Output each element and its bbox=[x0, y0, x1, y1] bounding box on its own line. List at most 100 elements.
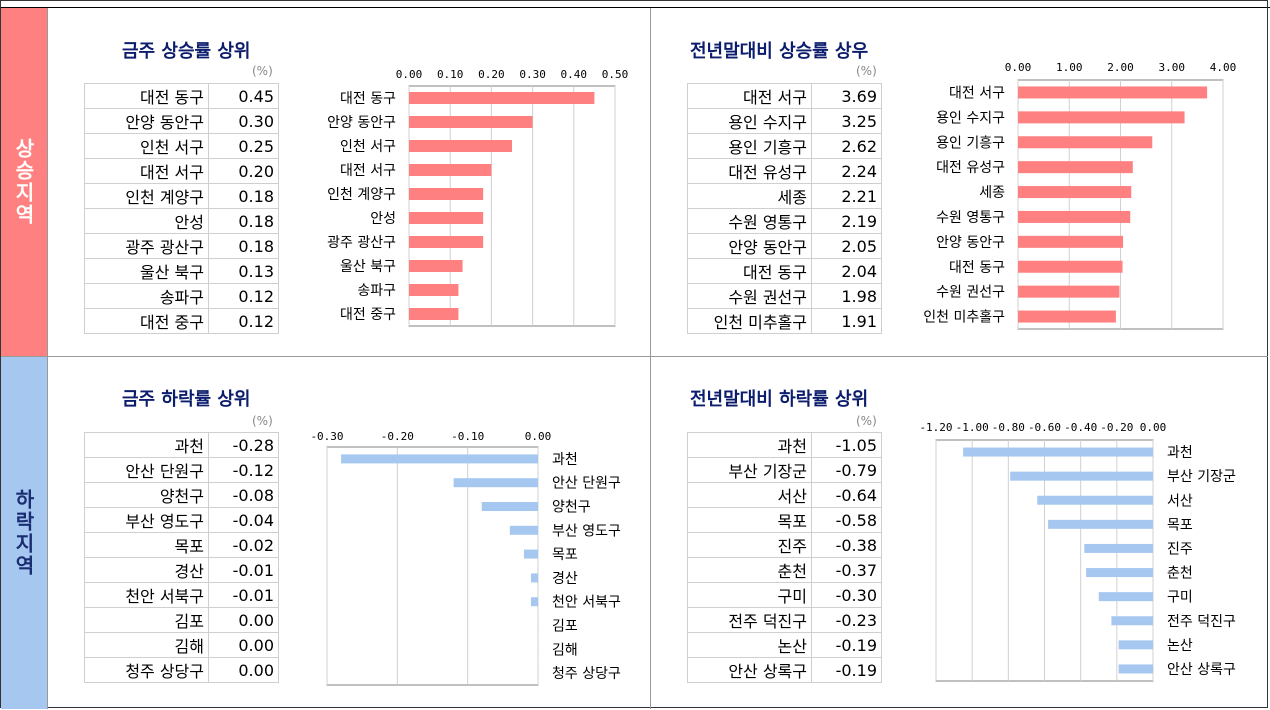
region-name-cell: 대전 중구 bbox=[84, 308, 209, 334]
table-row: 전주 덕진구 -0.23 bbox=[687, 607, 882, 633]
rate-value-cell: 0.25 bbox=[208, 133, 279, 159]
table-row: 대전 유성구 2.24 bbox=[687, 158, 882, 184]
region-name-cell: 안양 동안구 bbox=[84, 108, 209, 134]
rate-value-cell: -0.01 bbox=[208, 557, 279, 583]
rate-value-cell: 0.20 bbox=[208, 158, 279, 184]
region-name-cell: 진주 bbox=[687, 532, 812, 558]
rate-value-cell: 0.18 bbox=[208, 183, 279, 209]
top-strip bbox=[0, 0, 1270, 8]
region-name-cell: 서산 bbox=[687, 482, 812, 508]
table-row: 구미 -0.30 bbox=[687, 582, 882, 608]
table-row: 대전 서구 0.20 bbox=[84, 158, 279, 184]
rate-value-cell: -0.02 bbox=[208, 532, 279, 558]
rate-value-cell: 0.30 bbox=[208, 108, 279, 134]
table-row: 수원 영통구 2.19 bbox=[687, 208, 882, 234]
weekly-rise-table: 대전 동구 0.45 안양 동안구 0.30 인천 서구 0.25 대전 서구 0.20 인천 … bbox=[84, 83, 279, 334]
region-name-cell: 안양 동안구 bbox=[687, 233, 812, 259]
rise-section-label: 상승지역 bbox=[1, 8, 47, 356]
table-row: 양천구 -0.08 bbox=[84, 482, 279, 508]
rate-value-cell: -0.08 bbox=[208, 482, 279, 508]
rate-value-cell: 2.19 bbox=[811, 208, 882, 234]
region-name-cell: 인천 미추홀구 bbox=[687, 308, 812, 334]
region-name-cell: 대전 서구 bbox=[687, 83, 812, 109]
region-name-cell: 광주 광산구 bbox=[84, 233, 209, 259]
ytd-rise-title: 전년말대비 상승률 상우 bbox=[690, 41, 869, 62]
panel-divider-vertical bbox=[650, 8, 651, 709]
rate-value-cell: 2.05 bbox=[811, 233, 882, 259]
rate-value-cell: 0.18 bbox=[208, 208, 279, 234]
rate-value-cell: 0.12 bbox=[208, 308, 279, 334]
table-row: 청주 상당구 0.00 bbox=[84, 657, 279, 683]
rate-value-cell: -0.38 bbox=[811, 532, 882, 558]
ytd-fall-unit: (%) bbox=[856, 414, 877, 428]
region-name-cell: 과천 bbox=[84, 432, 209, 458]
region-name-cell: 목포 bbox=[687, 507, 812, 533]
table-row: 인천 계양구 0.18 bbox=[84, 183, 279, 209]
region-name-cell: 인천 서구 bbox=[84, 133, 209, 159]
rate-value-cell: 2.04 bbox=[811, 258, 882, 284]
region-name-cell: 인천 계양구 bbox=[84, 183, 209, 209]
rate-value-cell: -0.30 bbox=[811, 582, 882, 608]
region-name-cell: 목포 bbox=[84, 532, 209, 558]
region-name-cell: 수원 영통구 bbox=[687, 208, 812, 234]
table-row: 울산 북구 0.13 bbox=[84, 258, 279, 284]
region-name-cell: 용인 기흥구 bbox=[687, 133, 812, 159]
fall-section-text: 하락지역 bbox=[11, 489, 36, 577]
table-row: 과천 -1.05 bbox=[687, 432, 882, 458]
table-row: 인천 미추홀구 1.91 bbox=[687, 308, 882, 334]
table-row: 김해 0.00 bbox=[84, 632, 279, 658]
region-name-cell: 대전 동구 bbox=[687, 258, 812, 284]
table-row: 안양 동안구 2.05 bbox=[687, 233, 882, 259]
ytd-fall-table: 과천 -1.05 부산 기장군 -0.79 서산 -0.64 목포 -0.58 진주 -0.38 춘… bbox=[687, 432, 882, 683]
table-row: 부산 기장군 -0.79 bbox=[687, 457, 882, 483]
table-row: 논산 -0.19 bbox=[687, 632, 882, 658]
rate-value-cell: 0.00 bbox=[208, 632, 279, 658]
rate-value-cell: 2.24 bbox=[811, 158, 882, 184]
region-name-cell: 세종 bbox=[687, 183, 812, 209]
weekly-rise-unit: (%) bbox=[252, 64, 273, 78]
table-row: 경산 -0.01 bbox=[84, 557, 279, 583]
table-row: 대전 동구 0.45 bbox=[84, 83, 279, 109]
region-name-cell: 안산 단원구 bbox=[84, 457, 209, 483]
region-name-cell: 송파구 bbox=[84, 283, 209, 309]
section-divider-left bbox=[47, 8, 48, 709]
table-row: 서산 -0.64 bbox=[687, 482, 882, 508]
rate-value-cell: -0.19 bbox=[811, 632, 882, 658]
rate-value-cell: 2.21 bbox=[811, 183, 882, 209]
region-name-cell: 전주 덕진구 bbox=[687, 607, 812, 633]
region-name-cell: 대전 유성구 bbox=[687, 158, 812, 184]
panel-divider-horizontal bbox=[1, 356, 1268, 357]
table-row: 목포 -0.02 bbox=[84, 532, 279, 558]
table-row: 광주 광산구 0.18 bbox=[84, 233, 279, 259]
table-row: 천안 서북구 -0.01 bbox=[84, 582, 279, 608]
weekly-fall-title: 금주 하락률 상위 bbox=[122, 389, 251, 410]
table-row: 김포 0.00 bbox=[84, 607, 279, 633]
rate-value-cell: 0.18 bbox=[208, 233, 279, 259]
rate-value-cell: 1.91 bbox=[811, 308, 882, 334]
ytd-rise-table: 대전 서구 3.69 용인 수지구 3.25 용인 기흥구 2.62 대전 유성구 2.24 세… bbox=[687, 83, 882, 334]
table-row: 인천 서구 0.25 bbox=[84, 133, 279, 159]
region-name-cell: 김포 bbox=[84, 607, 209, 633]
table-row: 세종 2.21 bbox=[687, 183, 882, 209]
weekly-fall-table: 과천 -0.28 안산 단원구 -0.12 양천구 -0.08 부산 영도구 -0.04 목포 -… bbox=[84, 432, 279, 683]
rate-value-cell: -0.58 bbox=[811, 507, 882, 533]
rate-value-cell: 0.00 bbox=[208, 657, 279, 683]
table-row: 용인 수지구 3.25 bbox=[687, 108, 882, 134]
rate-value-cell: 0.12 bbox=[208, 283, 279, 309]
rate-value-cell: 3.25 bbox=[811, 108, 882, 134]
region-name-cell: 수원 권선구 bbox=[687, 283, 812, 309]
table-row: 대전 동구 2.04 bbox=[687, 258, 882, 284]
rate-value-cell: 0.13 bbox=[208, 258, 279, 284]
rate-value-cell: 2.62 bbox=[811, 133, 882, 159]
region-name-cell: 부산 기장군 bbox=[687, 457, 812, 483]
rate-value-cell: 0.45 bbox=[208, 83, 279, 109]
rate-value-cell: -0.04 bbox=[208, 507, 279, 533]
region-name-cell: 안산 상록구 bbox=[687, 657, 812, 683]
table-row: 대전 서구 3.69 bbox=[687, 83, 882, 109]
rate-value-cell: -1.05 bbox=[811, 432, 882, 458]
table-row: 대전 중구 0.12 bbox=[84, 308, 279, 334]
table-row: 송파구 0.12 bbox=[84, 283, 279, 309]
rate-value-cell: -0.23 bbox=[811, 607, 882, 633]
table-row: 목포 -0.58 bbox=[687, 507, 882, 533]
